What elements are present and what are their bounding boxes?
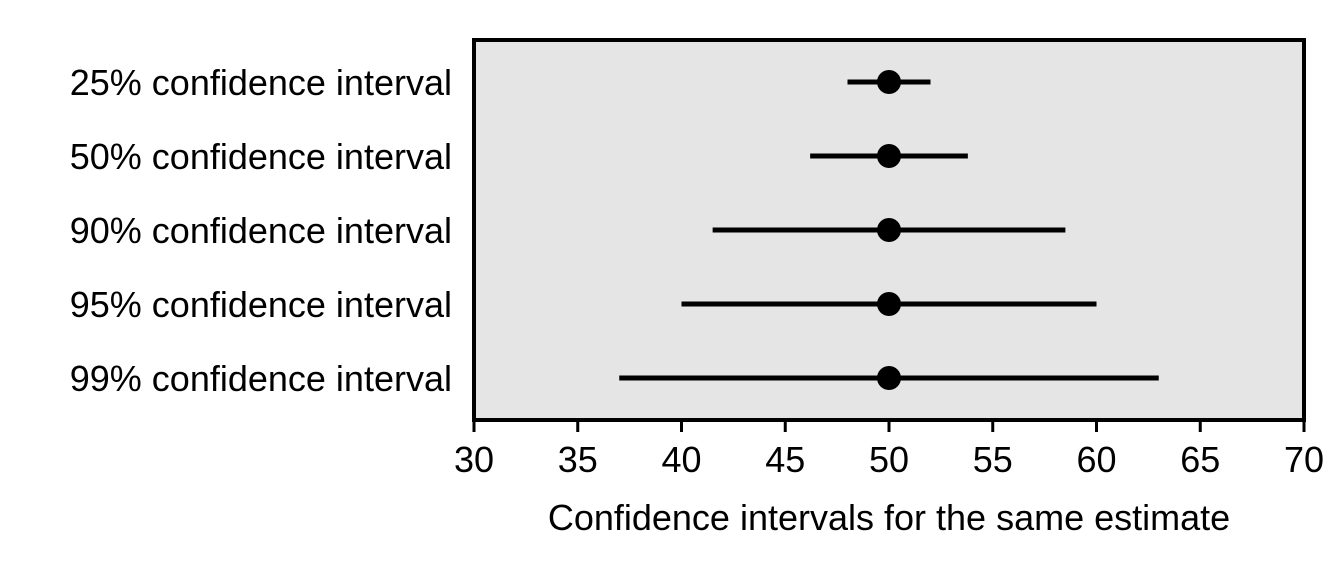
x-tick-label-35: 35 [558,439,598,480]
x-tick-label-45: 45 [765,439,805,480]
category-label-2: 50% confidence interval [70,136,452,177]
category-label-3: 90% confidence interval [70,210,452,251]
ci-estimate-point-1 [877,70,901,94]
ci-estimate-point-2 [877,144,901,168]
category-label-4: 95% confidence interval [70,284,452,325]
ci-estimate-point-4 [877,292,901,316]
category-label-1: 25% confidence interval [70,62,452,103]
x-tick-label-40: 40 [661,439,701,480]
x-tick-label-65: 65 [1180,439,1220,480]
x-tick-label-70: 70 [1284,439,1324,480]
x-axis-ticks: 30 35 40 45 50 55 60 65 70 [454,420,1324,480]
x-tick-label-55: 55 [973,439,1013,480]
x-tick-label-50: 50 [869,439,909,480]
x-tick-label-30: 30 [454,439,494,480]
interval-group [619,70,1159,390]
ci-estimate-point-5 [877,366,901,390]
x-axis-title: Confidence intervals for the same estima… [548,497,1230,538]
category-label-5: 99% confidence interval [70,358,452,399]
category-labels: 25% confidence interval 50% confidence in… [70,62,452,399]
x-tick-label-60: 60 [1076,439,1116,480]
ci-estimate-point-3 [877,218,901,242]
